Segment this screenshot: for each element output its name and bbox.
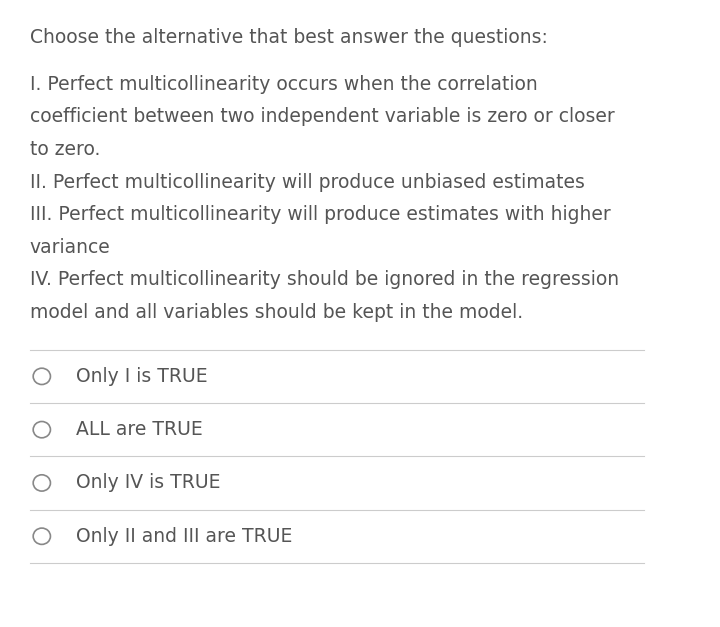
Text: variance: variance — [30, 238, 111, 257]
Text: ALL are TRUE: ALL are TRUE — [76, 420, 202, 439]
Text: Only IV is TRUE: Only IV is TRUE — [76, 473, 220, 492]
Text: model and all variables should be kept in the model.: model and all variables should be kept i… — [30, 303, 523, 322]
Text: Only II and III are TRUE: Only II and III are TRUE — [76, 527, 292, 545]
Text: II. Perfect multicollinearity will produce unbiased estimates: II. Perfect multicollinearity will produ… — [30, 172, 585, 192]
Text: to zero.: to zero. — [30, 140, 100, 159]
Text: coefficient between two independent variable is zero or closer: coefficient between two independent vari… — [30, 107, 615, 127]
Text: IV. Perfect multicollinearity should be ignored in the regression: IV. Perfect multicollinearity should be … — [30, 270, 619, 290]
Text: Only I is TRUE: Only I is TRUE — [76, 367, 207, 386]
Text: I. Perfect multicollinearity occurs when the correlation: I. Perfect multicollinearity occurs when… — [30, 75, 538, 94]
Text: III. Perfect multicollinearity will produce estimates with higher: III. Perfect multicollinearity will prod… — [30, 205, 611, 224]
Text: Choose the alternative that best answer the questions:: Choose the alternative that best answer … — [30, 28, 548, 47]
